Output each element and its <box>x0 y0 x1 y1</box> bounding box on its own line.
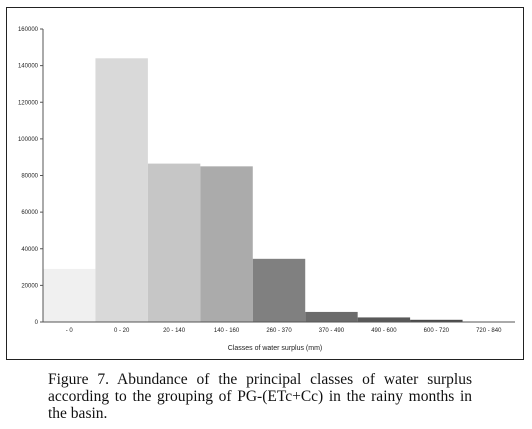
bars-layer <box>43 58 463 323</box>
bar-chart: 0 20000 40000 60000 80000 100000 120000 140000 1… <box>18 27 515 352</box>
y-tick-label: 80000 <box>21 174 38 180</box>
x-ticks: - 0 0 - 20 20 - 140 140 - 160 260 - 370 370 -… <box>66 328 502 334</box>
y-tick-label: 0 <box>35 320 39 326</box>
bar-5 <box>252 258 306 322</box>
y-tick-label: 100000 <box>18 137 39 143</box>
bar-4 <box>200 166 253 322</box>
chart-frame: 0 20000 40000 60000 80000 100000 120000 140000 1… <box>6 7 524 360</box>
x-axis-title: Classes of water surplus (mm) <box>228 345 323 352</box>
y-tick-label: 20000 <box>21 283 38 289</box>
x-tick-label: 260 - 370 <box>266 328 292 334</box>
bar-6 <box>305 311 358 322</box>
y-ticks: 0 20000 40000 60000 80000 100000 120000 140000 1… <box>18 27 43 326</box>
y-tick-label: 40000 <box>21 247 38 253</box>
x-tick-label: 20 - 140 <box>163 328 186 334</box>
x-tick-label: 600 - 720 <box>424 328 450 334</box>
y-tick-label: 120000 <box>18 100 39 106</box>
y-tick-label: 140000 <box>18 64 39 70</box>
y-tick-label: 160000 <box>18 27 39 33</box>
x-tick-label: 0 - 20 <box>114 328 130 334</box>
bar-2 <box>95 58 148 323</box>
bar-3 <box>147 163 201 322</box>
figure-caption: Figure 7. Abundance of the principal cla… <box>48 371 472 422</box>
x-tick-label: 490 - 600 <box>371 328 397 334</box>
x-tick-label: 370 - 490 <box>319 328 345 334</box>
bar-7 <box>357 317 411 322</box>
bar-8 <box>410 319 463 322</box>
bar-1 <box>43 268 96 322</box>
y-tick-label: 60000 <box>21 210 38 216</box>
x-tick-label: 720 - 840 <box>476 328 502 334</box>
x-tick-label: - 0 <box>66 328 74 334</box>
x-tick-label: 140 - 160 <box>214 328 240 334</box>
